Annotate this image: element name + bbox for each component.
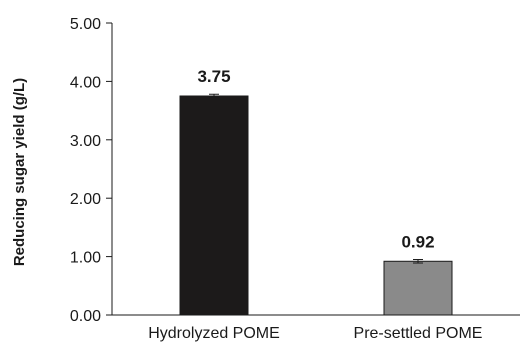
plot-area: 0.00 1.00 2.00 3.00 4.00 5.00 3.75 Hydrolyzed P… [70, 16, 520, 342]
bar [383, 260, 453, 316]
x-tick-label: Hydrolyzed POME [148, 325, 280, 342]
y-tick-label: 3.00 [70, 133, 101, 150]
bar [179, 95, 249, 316]
y-tick-label: 2.00 [70, 191, 101, 208]
data-label: 3.75 [197, 67, 230, 86]
x-tick-label: Pre-settled POME [354, 325, 483, 342]
y-tick-label: 5.00 [70, 16, 101, 33]
y-axis-title: Reducing sugar yield (g/L) [11, 78, 28, 266]
data-label: 0.92 [401, 232, 434, 251]
y-tick-label: 4.00 [70, 74, 101, 91]
y-tick-label: 0.00 [70, 308, 101, 325]
y-tick-label: 1.00 [70, 250, 101, 267]
